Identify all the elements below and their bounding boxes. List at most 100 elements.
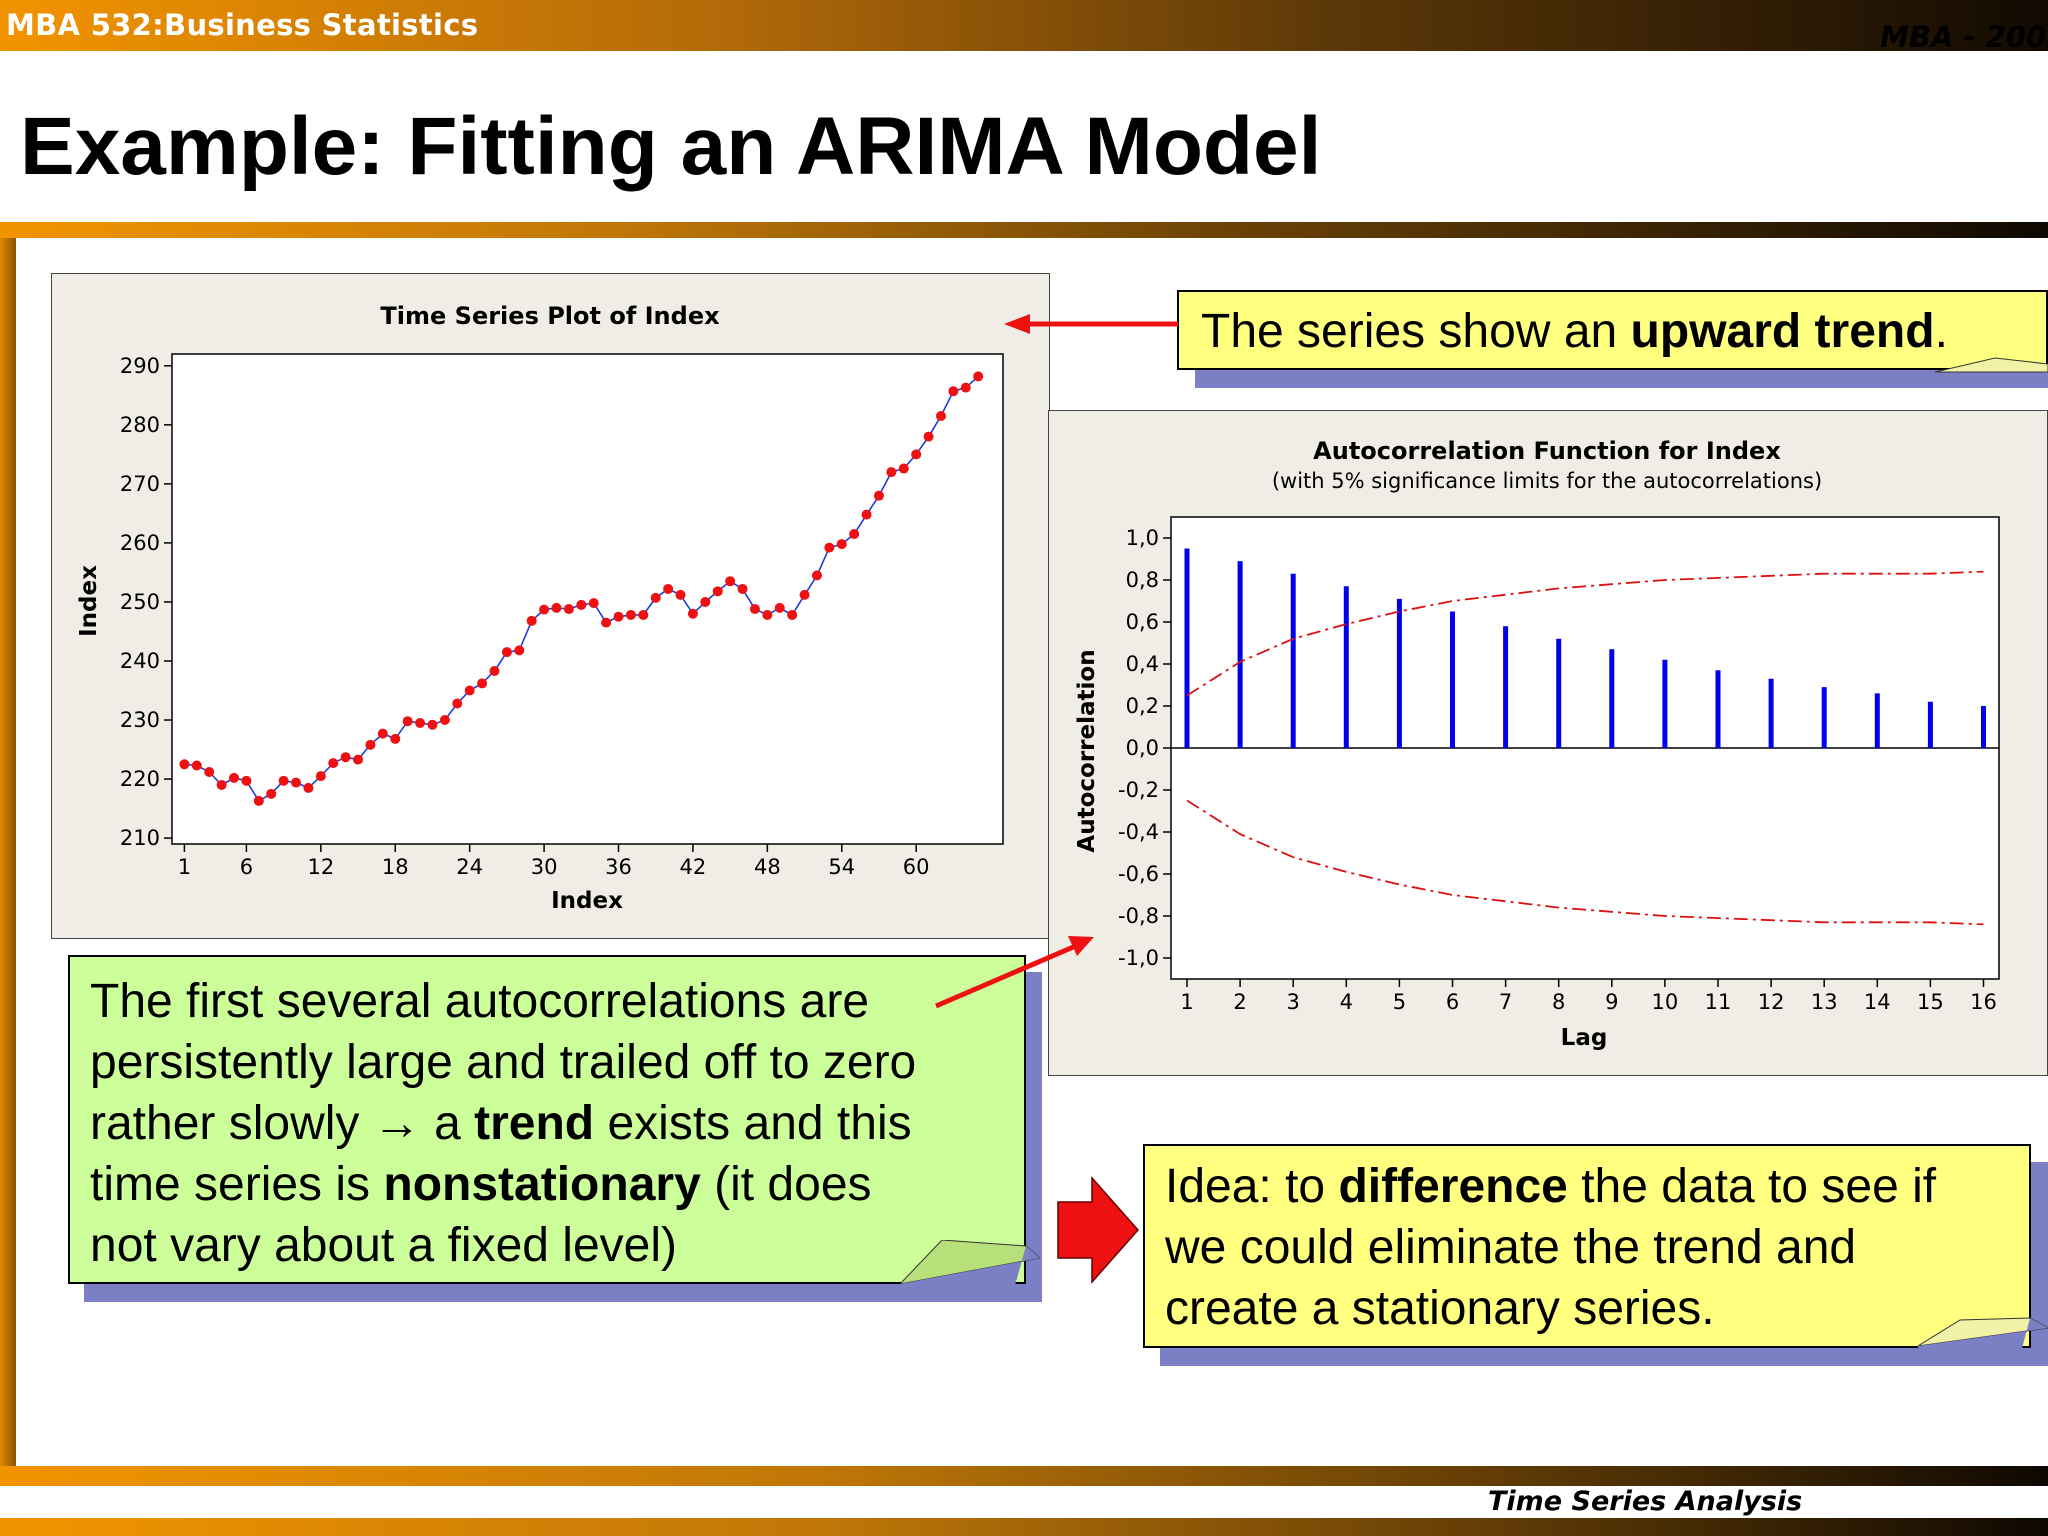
- idea-line-3: create a stationary series.: [1165, 1282, 1715, 1335]
- x-tick-label: 6: [240, 855, 253, 879]
- data-point: [799, 589, 810, 600]
- data-point: [911, 449, 922, 460]
- x-tick-label: 54: [828, 855, 855, 879]
- course-title: MBA 532:Business Statistics: [6, 8, 479, 42]
- y-tick-label: -1,0: [1118, 946, 1159, 970]
- data-point: [861, 509, 872, 520]
- data-point: [315, 771, 326, 782]
- x-tick-label: 16: [1970, 990, 1997, 1014]
- page-curl: [1935, 357, 2048, 373]
- x-axis-label: Index: [551, 888, 623, 914]
- y-tick-label: -0,4: [1118, 820, 1159, 844]
- y-tick-label: 1,0: [1126, 526, 1159, 550]
- data-point: [464, 685, 475, 696]
- data-point: [948, 386, 959, 397]
- idea-callout: Idea: to difference the data to see if w…: [1143, 1144, 2031, 1348]
- y-tick-label: 220: [120, 767, 160, 791]
- data-point: [353, 754, 364, 765]
- y-tick-label: 260: [120, 531, 160, 555]
- acf-callout: The first several autocorrelations are p…: [68, 955, 1026, 1284]
- data-point: [415, 717, 426, 728]
- acf-line-4: time series is nonstationary (it does: [90, 1158, 872, 1211]
- y-tick-label: 250: [120, 590, 160, 614]
- x-tick-label: 18: [382, 855, 409, 879]
- footer-bar: [0, 1466, 2048, 1486]
- data-point: [613, 611, 624, 622]
- trend-text-1: The series show an: [1201, 305, 1631, 358]
- y-tick-label: 240: [120, 649, 160, 673]
- significance-limit-line: [1186, 570, 1984, 697]
- x-tick-label: 1: [178, 855, 191, 879]
- data-point: [427, 719, 438, 730]
- footer-text: Time Series Analysis: [1488, 1486, 1803, 1517]
- y-tick-label: -0,2: [1118, 778, 1159, 802]
- data-point: [452, 698, 463, 709]
- data-point: [216, 779, 227, 790]
- idea-line-1: Idea: to difference the data to see if: [1165, 1160, 1937, 1213]
- data-point: [687, 608, 698, 619]
- data-point: [836, 539, 847, 550]
- page-curl: [1918, 1317, 2048, 1364]
- data-point: [873, 490, 884, 501]
- data-point: [725, 576, 736, 587]
- y-tick-label: 0,2: [1126, 694, 1159, 718]
- x-tick-label: 60: [903, 855, 930, 879]
- x-tick-label: 4: [1340, 990, 1353, 1014]
- data-point: [700, 596, 711, 607]
- data-point: [935, 410, 946, 421]
- idea-line-2: we could eliminate the trend and: [1165, 1221, 1857, 1274]
- data-point: [204, 766, 215, 777]
- y-tick-label: 0,8: [1126, 568, 1159, 592]
- acf-line-1: The first several autocorrelations are: [90, 975, 870, 1028]
- trend-text-bold: upward trend: [1630, 305, 1935, 358]
- x-tick-label: 30: [531, 855, 558, 879]
- x-tick-label: 12: [307, 855, 334, 879]
- x-tick-label: 5: [1393, 990, 1406, 1014]
- x-tick-label: 9: [1605, 990, 1618, 1014]
- data-point: [514, 645, 525, 656]
- header-bar: [0, 0, 2048, 51]
- data-point: [266, 788, 277, 799]
- x-tick-label: 6: [1446, 990, 1459, 1014]
- data-point: [601, 617, 612, 628]
- time-series-panel: Time Series Plot of Index 210 220 230 240 25…: [51, 273, 1050, 939]
- data-point: [898, 463, 909, 474]
- x-tick-label: 14: [1864, 990, 1891, 1014]
- x-tick-label: 48: [754, 855, 781, 879]
- y-tick-label: 0,4: [1126, 652, 1159, 676]
- x-tick-label: 42: [680, 855, 707, 879]
- x-tick-label: 8: [1552, 990, 1565, 1014]
- data-point: [241, 775, 252, 786]
- x-tick-label: 7: [1499, 990, 1512, 1014]
- y-tick-label: 0,6: [1126, 610, 1159, 634]
- data-point: [526, 615, 537, 626]
- data-point: [489, 666, 500, 677]
- data-point: [787, 609, 798, 620]
- data-point: [191, 760, 202, 771]
- data-point: [663, 583, 674, 594]
- y-tick-label: 210: [120, 826, 160, 850]
- data-point: [229, 772, 240, 783]
- page-curl: [900, 1240, 1040, 1296]
- chart-title: Autocorrelation Function for Index: [1313, 437, 1781, 465]
- data-point: [563, 604, 574, 615]
- data-point: [811, 570, 822, 581]
- header-tag: MBA - 2009: [1880, 20, 2048, 54]
- data-point: [675, 589, 686, 600]
- y-tick-label: 270: [120, 472, 160, 496]
- data-point: [340, 752, 351, 763]
- data-point: [365, 739, 376, 750]
- block-arrow: [1057, 1176, 1140, 1284]
- x-tick-label: 24: [456, 855, 483, 879]
- y-axis-label: Index: [76, 565, 102, 637]
- data-point: [402, 716, 413, 727]
- data-point: [712, 586, 723, 597]
- acf-chart: Autocorrelation Function for Index (with…: [1074, 437, 2000, 1051]
- y-tick-label: -0,8: [1118, 904, 1159, 928]
- x-tick-label: 1: [1180, 990, 1193, 1014]
- data-point: [886, 467, 897, 478]
- data-point: [973, 371, 984, 382]
- y-tick-label: 280: [120, 413, 160, 437]
- footer-bar-bottom: [0, 1518, 2048, 1536]
- title-rule: [0, 222, 2048, 238]
